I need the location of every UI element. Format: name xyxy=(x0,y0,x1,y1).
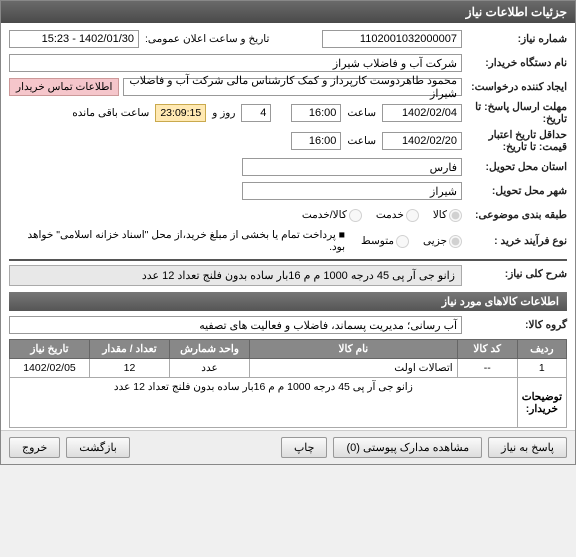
field-item-group: آب رسانی؛ مدیریت پسماند، فاضلاب و فعالیت… xyxy=(9,316,462,334)
field-buyer: شرکت آب و فاضلاب شیراز xyxy=(9,54,462,72)
cell-qty: 12 xyxy=(90,359,170,378)
radio-medium[interactable]: متوسط xyxy=(351,235,409,248)
attachments-button[interactable]: مشاهده مدارک پیوستی (0) xyxy=(333,437,482,458)
label-item-group: گروه کالا: xyxy=(462,319,567,331)
label-category: طبقه بندی موضوعی: xyxy=(462,209,567,221)
field-need-no: 1102001032000007 xyxy=(322,30,462,48)
items-section-header: اطلاعات کالاهای مورد نیاز xyxy=(9,292,567,311)
th-row: ردیف xyxy=(517,340,566,359)
th-unit: واحد شمارش xyxy=(170,340,250,359)
separator xyxy=(9,259,567,261)
cell-name: اتصالات اولت xyxy=(250,359,458,378)
reply-button[interactable]: پاسخ به نیاز xyxy=(488,437,567,458)
radio-minor[interactable]: جزیی xyxy=(413,235,462,248)
th-qty: تعداد / مقدار xyxy=(90,340,170,359)
window: جزئیات اطلاعات نیاز شماره نیاز: 11020010… xyxy=(0,0,576,465)
exit-button[interactable]: خروج xyxy=(9,437,60,458)
label-need-no: شماره نیاز: xyxy=(462,33,567,45)
label-hour-2: ساعت xyxy=(341,135,382,147)
print-button[interactable]: چاپ xyxy=(281,437,328,458)
label-price-valid: حداقل تاریخ اعتبار قیمت: تا تاریخ: xyxy=(462,129,567,153)
label-days: روز و xyxy=(206,107,241,119)
label-hour-1: ساعت xyxy=(341,107,382,119)
field-price-valid-time: 16:00 xyxy=(291,132,341,150)
field-pub-datetime: 1402/01/30 - 15:23 xyxy=(9,30,139,48)
items-table: ردیف کد کالا نام کالا واحد شمارش تعداد /… xyxy=(9,339,567,428)
contact-info-button[interactable]: اطلاعات تماس خریدار xyxy=(9,78,119,96)
cell-date: 1402/02/05 xyxy=(10,359,90,378)
field-deadline-date: 1402/02/04 xyxy=(382,104,462,122)
label-purchase-type: نوع فرآیند خرید : xyxy=(462,235,567,247)
radio-service[interactable]: خدمت xyxy=(366,209,419,222)
field-province: فارس xyxy=(242,158,462,176)
th-date: تاریخ نیاز xyxy=(10,340,90,359)
titlebar: جزئیات اطلاعات نیاز xyxy=(1,1,575,23)
back-button[interactable]: بازگشت xyxy=(66,437,130,458)
field-deadline-days: 4 xyxy=(241,104,271,122)
table-row[interactable]: 1 -- اتصالات اولت عدد 12 1402/02/05 xyxy=(10,359,567,378)
purchase-note: ■ پرداخت تمام یا بخشی از مبلغ خرید،از مح… xyxy=(9,229,351,253)
th-name: نام کالا xyxy=(250,340,458,359)
cell-code: -- xyxy=(457,359,517,378)
label-province: استان محل تحویل: xyxy=(462,161,567,173)
button-bar: پاسخ به نیاز مشاهده مدارک پیوستی (0) چاپ… xyxy=(1,430,575,464)
field-deadline-time: 16:00 xyxy=(291,104,341,122)
th-code: کد کالا xyxy=(457,340,517,359)
label-requester: ایجاد کننده درخواست: xyxy=(462,81,567,93)
cell-idx: 1 xyxy=(517,359,566,378)
label-deadline: مهلت ارسال پاسخ: تا تاریخ: xyxy=(462,101,567,125)
label-need-desc: شرح کلی نیاز: xyxy=(462,265,567,286)
label-buyer: نام دستگاه خریدار: xyxy=(462,57,567,69)
field-city: شیراز xyxy=(242,182,462,200)
field-requester: محمود طاهردوست کارپرداز و کمک کارشناس ما… xyxy=(123,78,462,96)
countdown: 23:09:15 xyxy=(155,104,206,122)
field-price-valid-date: 1402/02/20 xyxy=(382,132,462,150)
category-radio-group: کالا خدمت کالا/خدمت xyxy=(292,209,462,222)
label-city: شهر محل تحویل: xyxy=(462,185,567,197)
form-area: شماره نیاز: 1102001032000007 تاریخ و ساع… xyxy=(1,23,575,430)
radio-goods-service[interactable]: کالا/خدمت xyxy=(292,209,362,222)
purchase-radio-group: جزیی متوسط xyxy=(351,235,462,248)
label-pub-datetime: تاریخ و ساعت اعلان عمومی: xyxy=(139,33,322,45)
window-title: جزئیات اطلاعات نیاز xyxy=(466,5,567,19)
cell-buyer-notes: زانو جی آر پی 45 درجه 1000 م م 16بار ساد… xyxy=(10,378,518,428)
cell-unit: عدد xyxy=(170,359,250,378)
label-buyer-notes: توضیحات خریدار: xyxy=(517,378,566,428)
field-need-desc: زانو جی آر پی 45 درجه 1000 م م 16بار ساد… xyxy=(9,265,462,286)
label-remaining: ساعت باقی مانده xyxy=(66,107,155,119)
buyer-notes-row: توضیحات خریدار: زانو جی آر پی 45 درجه 10… xyxy=(10,378,567,428)
radio-goods[interactable]: کالا xyxy=(423,209,462,222)
